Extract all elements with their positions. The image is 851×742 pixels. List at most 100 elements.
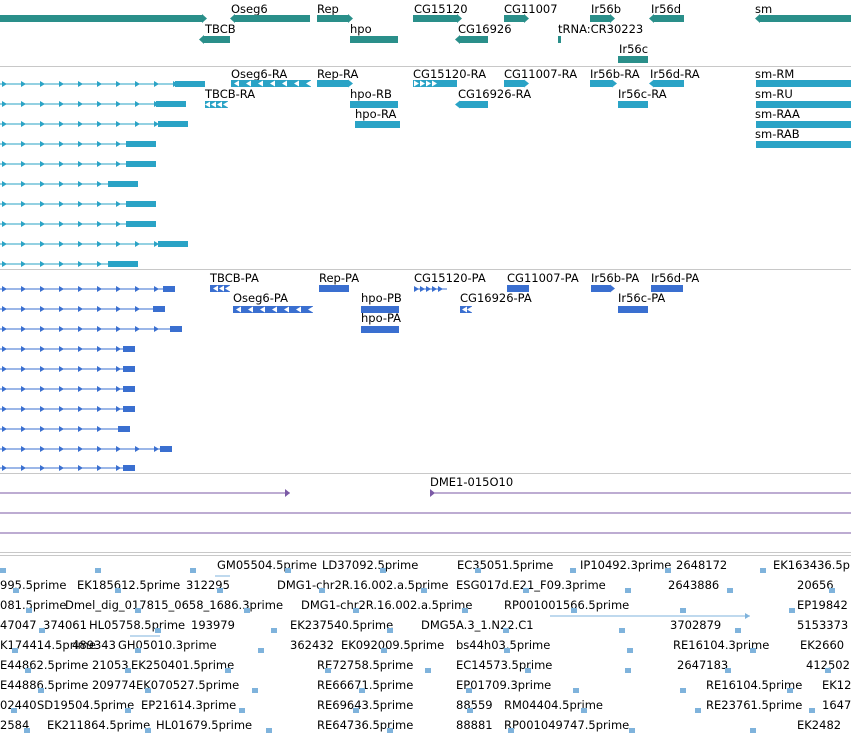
est-label[interactable]: 2647183 xyxy=(677,658,729,672)
strand-arrow[interactable] xyxy=(40,261,45,267)
feature-label[interactable]: sm-RM xyxy=(755,67,795,81)
strand-arrow[interactable] xyxy=(2,326,7,332)
feature-label[interactable]: Ir56c xyxy=(619,42,649,56)
strand-arrow[interactable] xyxy=(432,286,437,292)
exon-block[interactable] xyxy=(756,141,851,148)
gene-glyph[interactable] xyxy=(558,36,561,43)
strand-arrow[interactable] xyxy=(258,80,263,87)
est-label[interactable]: EK163436.5p xyxy=(773,558,850,572)
est-label[interactable]: RE23761.5prime xyxy=(706,698,803,712)
est-glyph[interactable] xyxy=(508,728,514,733)
est-label[interactable]: EP01709.3prime xyxy=(456,678,552,692)
est-glyph[interactable] xyxy=(0,568,6,573)
est-label[interactable]: 3702879 xyxy=(670,618,722,632)
est-glyph[interactable] xyxy=(462,608,468,613)
exon-block[interactable] xyxy=(654,80,684,87)
gene-glyph[interactable] xyxy=(590,15,610,22)
exon-block[interactable] xyxy=(126,161,156,167)
gene-glyph[interactable] xyxy=(204,36,230,43)
strand-arrow[interactable] xyxy=(59,386,64,392)
strand-arrow[interactable] xyxy=(21,366,26,372)
strand-arrow[interactable] xyxy=(462,306,467,313)
est-glyph[interactable] xyxy=(503,628,509,633)
est-glyph[interactable] xyxy=(271,628,277,633)
strand-arrow[interactable] xyxy=(294,80,299,87)
strand-arrow[interactable] xyxy=(59,446,64,452)
gene-glyph[interactable] xyxy=(460,36,488,43)
exon-block[interactable] xyxy=(163,286,175,292)
est-label[interactable]: 47047 xyxy=(0,618,37,632)
strand-arrow[interactable] xyxy=(2,181,7,187)
strand-arrow[interactable] xyxy=(40,221,45,227)
feature-label[interactable]: Rep-RA xyxy=(317,67,359,81)
strand-arrow[interactable] xyxy=(154,446,159,452)
strand-arrow[interactable] xyxy=(97,181,102,187)
exon-block[interactable] xyxy=(156,101,186,107)
gene-glyph[interactable] xyxy=(317,15,348,22)
strand-arrow[interactable] xyxy=(285,489,290,497)
est-glyph[interactable] xyxy=(725,668,731,673)
strand-arrow[interactable] xyxy=(78,386,83,392)
est-label[interactable]: EK092009.5prime xyxy=(341,638,445,652)
strand-arrow[interactable] xyxy=(308,306,313,313)
strand-arrow[interactable] xyxy=(745,613,750,619)
est-glyph[interactable] xyxy=(95,568,101,573)
strand-arrow[interactable] xyxy=(97,81,102,87)
est-glyph[interactable] xyxy=(217,588,223,593)
strand-arrow[interactable] xyxy=(21,406,26,412)
strand-arrow[interactable] xyxy=(211,101,216,108)
strand-arrow[interactable] xyxy=(21,121,26,127)
est-glyph[interactable] xyxy=(26,608,32,613)
est-label[interactable]: E44886.5prime xyxy=(0,678,89,692)
strand-arrow[interactable] xyxy=(116,286,121,292)
strand-arrow[interactable] xyxy=(97,306,102,312)
exon-block[interactable] xyxy=(317,80,348,87)
est-glyph[interactable] xyxy=(525,668,531,673)
strand-arrow[interactable] xyxy=(97,326,102,332)
est-label[interactable]: SD19504.5prime xyxy=(37,698,135,712)
feature-label[interactable]: sm-RAB xyxy=(755,127,800,141)
feature-label[interactable]: CG16926-PA xyxy=(460,291,532,305)
strand-arrow[interactable] xyxy=(248,306,253,313)
strand-arrow[interactable] xyxy=(755,14,760,23)
strand-arrow[interactable] xyxy=(78,366,83,372)
strand-arrow[interactable] xyxy=(2,221,7,227)
strand-arrow[interactable] xyxy=(97,261,102,267)
strand-arrow[interactable] xyxy=(97,241,102,247)
feature-label[interactable]: CG16926-RA xyxy=(458,87,532,101)
exon-block[interactable] xyxy=(355,121,400,128)
exon-block[interactable] xyxy=(175,81,205,87)
strand-arrow[interactable] xyxy=(59,406,64,412)
feature-label[interactable]: Ir56c-PA xyxy=(618,291,666,305)
strand-arrow[interactable] xyxy=(59,261,64,267)
strand-arrow[interactable] xyxy=(21,201,26,207)
feature-label[interactable]: hpo-RB xyxy=(350,87,392,101)
exon-block[interactable] xyxy=(123,386,135,392)
strand-arrow[interactable] xyxy=(432,80,437,87)
feature-label[interactable]: hpo-RA xyxy=(355,107,397,121)
exon-block[interactable] xyxy=(590,80,612,87)
strand-arrow[interactable] xyxy=(40,346,45,352)
gene-glyph[interactable] xyxy=(504,15,524,22)
strand-arrow[interactable] xyxy=(414,286,419,292)
est-label[interactable]: EP19842 xyxy=(797,598,848,612)
strand-arrow[interactable] xyxy=(135,121,140,127)
est-glyph[interactable] xyxy=(760,568,766,573)
strand-arrow[interactable] xyxy=(97,141,102,147)
strand-arrow[interactable] xyxy=(2,161,7,167)
strand-arrow[interactable] xyxy=(78,81,83,87)
strand-arrow[interactable] xyxy=(2,286,7,292)
strand-arrow[interactable] xyxy=(78,406,83,412)
feature-label[interactable]: CG11007 xyxy=(504,2,558,16)
est-label[interactable]: 88559 xyxy=(456,698,493,712)
exon-block[interactable] xyxy=(126,201,156,207)
strand-arrow[interactable] xyxy=(78,306,83,312)
strand-arrow[interactable] xyxy=(414,80,419,87)
est-glyph[interactable] xyxy=(695,708,701,713)
est-glyph[interactable] xyxy=(25,668,31,673)
gene-glyph[interactable] xyxy=(654,15,684,22)
feature-label[interactable]: Oseg6-PA xyxy=(233,291,288,305)
strand-arrow[interactable] xyxy=(78,326,83,332)
est-label[interactable]: 20656 xyxy=(797,578,834,592)
feature-label[interactable]: hpo-PA xyxy=(361,311,402,325)
